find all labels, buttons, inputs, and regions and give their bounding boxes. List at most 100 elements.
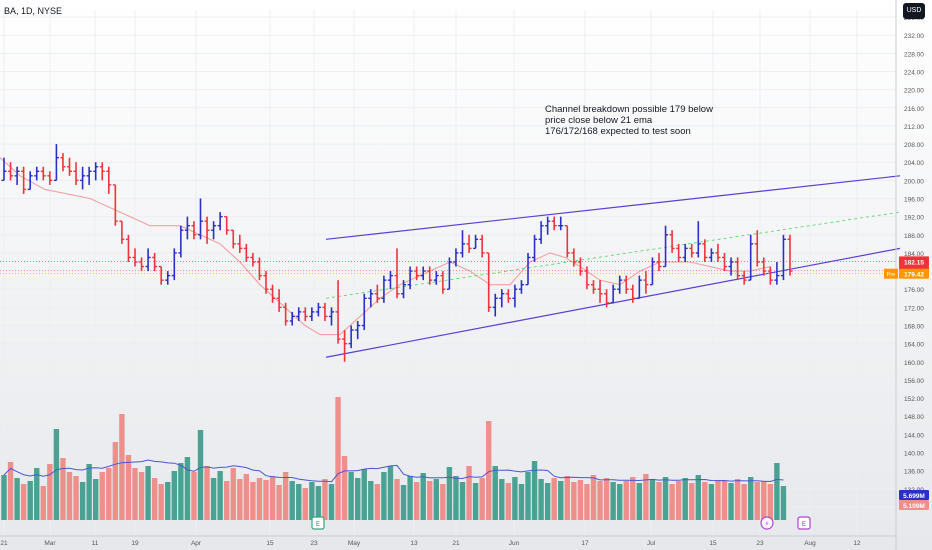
volume-bar bbox=[210, 478, 217, 520]
volume-bar bbox=[138, 472, 145, 520]
time-axis[interactable]: 21 Mar 11 19 Apr 15 23 May 13 21 Jun 17 Jul 15 23 Aug 12 bbox=[0, 535, 896, 547]
currency-badge[interactable]: USD bbox=[903, 3, 925, 19]
volume-bar bbox=[649, 479, 656, 520]
volume-bar bbox=[224, 481, 230, 520]
symbol-label[interactable]: BA, 1D, NYSE bbox=[4, 6, 63, 16]
volume-bar bbox=[531, 461, 538, 520]
volume-bar bbox=[197, 430, 204, 520]
ohlc-bar bbox=[355, 320, 361, 340]
volume-bar bbox=[754, 482, 760, 520]
trend-channel[interactable] bbox=[325, 175, 901, 358]
ohlc-bar bbox=[499, 289, 505, 308]
price-tick-label: 164.00 bbox=[904, 342, 924, 349]
volume-tag-label: 5.699M bbox=[903, 493, 925, 500]
event-marker-bg bbox=[797, 516, 811, 530]
ohlc-bar bbox=[728, 257, 734, 276]
volume-bar bbox=[106, 468, 112, 520]
time-tick-label: 21 bbox=[0, 540, 8, 547]
ohlc-bar bbox=[479, 234, 485, 258]
dividend-event-icon[interactable]: ⚡ bbox=[760, 516, 774, 530]
ohlc-bar bbox=[270, 284, 276, 303]
ohlc-bar bbox=[237, 234, 243, 253]
ohlc-bar bbox=[53, 144, 59, 182]
volume-bar bbox=[282, 472, 289, 520]
ohlc-bar bbox=[702, 239, 708, 262]
volume-bar bbox=[774, 463, 780, 520]
volume-bar bbox=[93, 479, 99, 520]
ohlc-bar bbox=[453, 248, 459, 267]
ohlc-bar bbox=[139, 257, 145, 272]
volume-bar bbox=[79, 482, 86, 520]
ohlc-bar bbox=[178, 225, 184, 258]
ohlc-bar bbox=[309, 307, 315, 321]
volume-bar bbox=[702, 482, 708, 520]
ohlc-bar bbox=[787, 234, 793, 276]
ohlc-bar bbox=[597, 280, 603, 303]
volume-bar bbox=[34, 468, 40, 520]
volume-bar bbox=[748, 477, 754, 520]
ohlc-bar bbox=[440, 271, 446, 294]
ohlc-bar bbox=[761, 257, 767, 276]
annotation-line: 176/172/168 expected to test soon bbox=[545, 126, 691, 137]
volume-bar bbox=[374, 484, 381, 520]
current-price-lines bbox=[0, 261, 896, 275]
ohlc-bar bbox=[112, 184, 118, 226]
ohlc-bar bbox=[636, 275, 642, 299]
chart-annotation[interactable]: Channel breakdown possible 179 below pri… bbox=[545, 104, 713, 137]
ohlc-bar bbox=[80, 166, 86, 190]
volume-bar bbox=[577, 480, 584, 520]
volume-bar bbox=[734, 479, 741, 520]
ohlc-bar bbox=[473, 234, 479, 250]
ohlc-bar bbox=[427, 266, 433, 285]
volume-bar bbox=[427, 481, 433, 520]
ohlc-bar bbox=[302, 307, 308, 321]
ema-line bbox=[0, 157, 771, 336]
volume-bar bbox=[610, 482, 616, 520]
ohlc-bar bbox=[34, 166, 40, 181]
volume-bar bbox=[315, 486, 322, 520]
ohlc-bar bbox=[250, 252, 256, 267]
earnings-event-icon[interactable]: E bbox=[797, 516, 811, 530]
ohlc-bar bbox=[512, 284, 518, 308]
event-markers[interactable]: E ⚡ E bbox=[311, 516, 811, 530]
ohlc-bar bbox=[584, 266, 590, 290]
volume-bar bbox=[538, 479, 544, 520]
price-tick-label: 224.00 bbox=[904, 70, 924, 77]
event-marker-bg bbox=[760, 516, 774, 530]
time-tick-label: Jun bbox=[509, 540, 520, 547]
volume-bar bbox=[99, 472, 105, 520]
ohlc-bar bbox=[669, 230, 675, 253]
ohlc-bar bbox=[433, 271, 439, 285]
volume-bar bbox=[132, 468, 138, 520]
volume-bar bbox=[617, 484, 623, 520]
chart-grid bbox=[0, 10, 896, 536]
ohlc-bar bbox=[735, 257, 741, 281]
volume-bar bbox=[243, 474, 250, 520]
ohlc-bar bbox=[289, 311, 295, 326]
time-tick-label: May bbox=[348, 540, 361, 547]
volume-bar bbox=[269, 476, 276, 520]
volume-bar bbox=[381, 472, 387, 520]
ohlc-bar bbox=[623, 275, 629, 294]
volume-bar bbox=[14, 478, 20, 520]
volume-bar bbox=[689, 483, 695, 520]
volume-tag-bg bbox=[899, 490, 929, 500]
channel-upper-line bbox=[325, 175, 901, 240]
volume-bar bbox=[675, 481, 682, 520]
volume-bar bbox=[230, 468, 236, 520]
ohlc-bar bbox=[315, 302, 321, 317]
volume-bar bbox=[453, 476, 459, 520]
volume-bar bbox=[289, 481, 295, 520]
annotation-line: price close below 21 ema bbox=[545, 115, 653, 126]
volume-bar bbox=[721, 481, 728, 520]
volume-bar bbox=[335, 397, 341, 520]
earnings-event-icon[interactable]: E bbox=[311, 516, 325, 530]
volume-bar bbox=[407, 476, 413, 520]
volume-bar bbox=[302, 488, 308, 520]
ohlc-bar bbox=[263, 271, 269, 294]
volume-bar bbox=[256, 478, 263, 520]
volume-bar bbox=[40, 486, 46, 520]
volume-bar bbox=[86, 464, 92, 520]
